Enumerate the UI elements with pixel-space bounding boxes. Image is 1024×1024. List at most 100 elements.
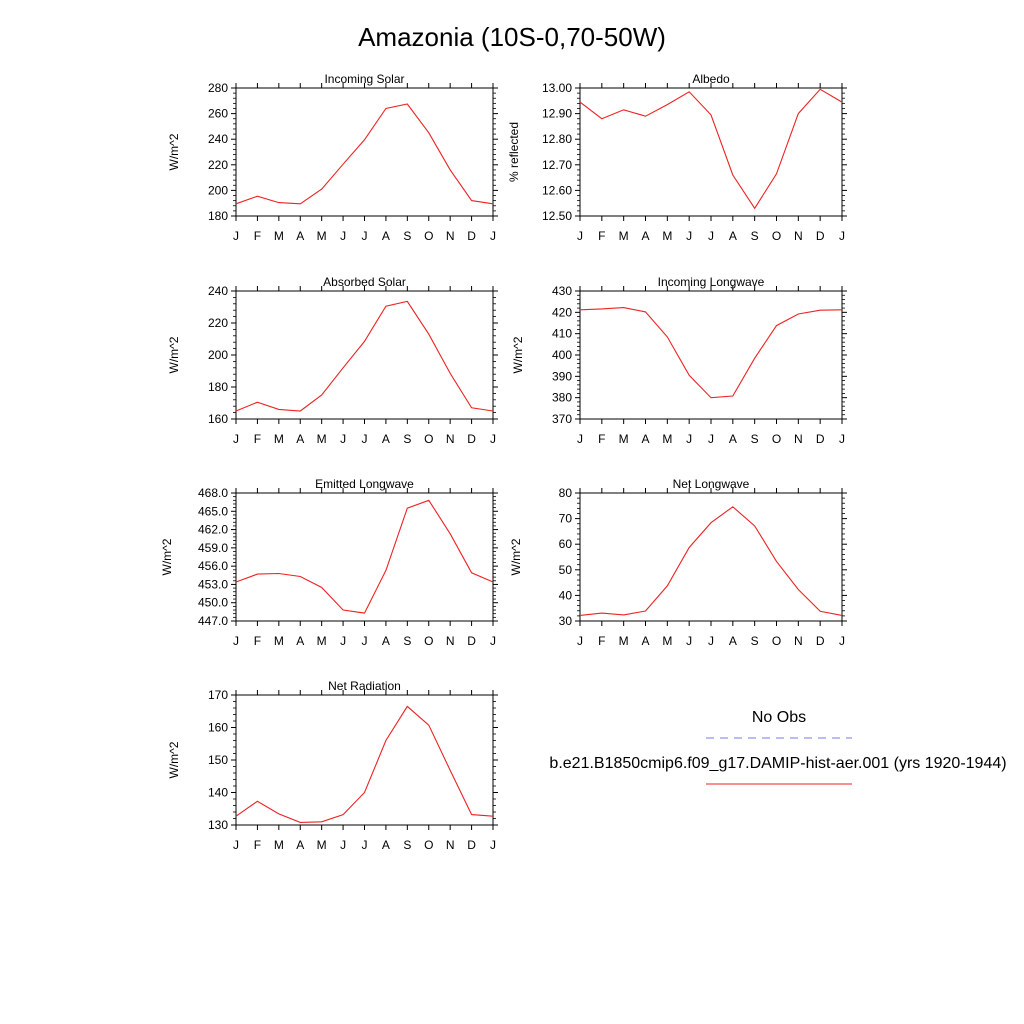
x-tick-label: F	[254, 229, 261, 243]
y-tick-label: 468.0	[198, 486, 228, 500]
x-tick-label: J	[708, 432, 714, 446]
y-tick-label: 60	[559, 537, 573, 551]
x-tick-label: S	[403, 432, 411, 446]
y-tick-label: 450.0	[198, 596, 228, 610]
y-tick-label: 400	[552, 348, 572, 362]
x-tick-label: A	[382, 838, 390, 852]
x-tick-label: J	[839, 634, 845, 648]
x-tick-label: A	[641, 229, 649, 243]
panel-title: Incoming Longwave	[658, 275, 765, 289]
y-tick-label: 30	[559, 614, 573, 628]
x-tick-label: M	[274, 634, 284, 648]
legend-label-model: b.e21.B1850cmip6.f09_g17.DAMIP-hist-aer.…	[549, 755, 1006, 772]
y-axis-title: % reflected	[507, 122, 521, 182]
y-tick-label: 160	[208, 412, 228, 426]
x-tick-label: N	[446, 838, 455, 852]
y-tick-label: 13.00	[542, 81, 572, 95]
panel-title: Incoming Solar	[324, 72, 404, 86]
x-tick-label: A	[382, 634, 390, 648]
x-tick-label: J	[577, 634, 583, 648]
y-tick-label: 462.0	[198, 523, 228, 537]
x-tick-label: J	[839, 432, 845, 446]
x-tick-label: J	[340, 634, 346, 648]
x-tick-label: J	[362, 634, 368, 648]
x-tick-label: A	[296, 432, 304, 446]
x-tick-label: N	[446, 229, 455, 243]
x-tick-label: S	[403, 634, 411, 648]
x-tick-label: A	[729, 229, 737, 243]
y-tick-label: 12.60	[542, 183, 572, 197]
y-tick-label: 456.0	[198, 559, 228, 573]
series-line	[579, 307, 843, 399]
y-tick-label: 80	[559, 486, 573, 500]
x-tick-label: O	[424, 432, 433, 446]
series-line	[579, 88, 843, 210]
x-tick-label: D	[467, 229, 476, 243]
x-tick-label: J	[490, 838, 496, 852]
x-tick-label: S	[751, 634, 759, 648]
x-tick-label: J	[686, 634, 692, 648]
x-tick-label: D	[816, 634, 825, 648]
x-tick-label: F	[254, 634, 261, 648]
y-tick-label: 12.70	[542, 158, 572, 172]
x-tick-label: S	[751, 432, 759, 446]
plot-frame	[579, 290, 843, 420]
x-tick-label: J	[490, 432, 496, 446]
series-line	[235, 499, 494, 614]
y-tick-label: 430	[552, 284, 572, 298]
y-tick-label: 453.0	[198, 577, 228, 591]
plot-frame	[235, 87, 494, 217]
x-tick-label: J	[839, 229, 845, 243]
y-axis-title: W/m^2	[509, 538, 523, 575]
legend-label-no-obs: No Obs	[752, 709, 806, 726]
x-tick-label: O	[772, 634, 781, 648]
plot-frame	[235, 492, 494, 622]
y-tick-label: 465.0	[198, 504, 228, 518]
x-tick-label: D	[816, 229, 825, 243]
legend: No Obs b.e21.B1850cmip6.f09_g17.DAMIP-hi…	[549, 709, 1007, 785]
x-tick-label: J	[708, 229, 714, 243]
plot-frame	[579, 492, 843, 622]
x-tick-label: A	[729, 432, 737, 446]
x-tick-label: M	[274, 838, 284, 852]
x-tick-label: D	[467, 838, 476, 852]
x-tick-label: F	[598, 229, 605, 243]
x-tick-label: D	[816, 432, 825, 446]
x-tick-label: A	[296, 229, 304, 243]
x-tick-label: N	[446, 432, 455, 446]
series-line	[235, 705, 494, 823]
x-tick-label: A	[641, 634, 649, 648]
x-tick-label: F	[598, 634, 605, 648]
x-tick-label: M	[317, 432, 327, 446]
x-tick-label: N	[794, 229, 803, 243]
y-axis-title: W/m^2	[167, 133, 181, 170]
x-tick-label: J	[708, 634, 714, 648]
x-tick-label: N	[794, 634, 803, 648]
x-tick-label: J	[686, 432, 692, 446]
x-tick-label: N	[446, 634, 455, 648]
plot-frame	[235, 290, 494, 420]
x-tick-label: J	[362, 838, 368, 852]
panel-emitted-longwave: Emitted Longwave 447.0 450.0 453.0 456.0 459.…	[160, 477, 498, 648]
x-tick-label: M	[619, 634, 629, 648]
x-tick-label: J	[577, 229, 583, 243]
x-tick-label: J	[340, 432, 346, 446]
panel-incoming-longwave: Incoming Longwave 370 380 390 400 410 420 430 J F…	[511, 275, 847, 446]
plot-frame	[235, 694, 494, 826]
x-tick-label: O	[772, 229, 781, 243]
x-tick-label: J	[686, 229, 692, 243]
y-tick-label: 140	[208, 786, 228, 800]
y-tick-label: 410	[552, 327, 572, 341]
y-tick-label: 390	[552, 369, 572, 383]
y-tick-label: 240	[208, 284, 228, 298]
x-tick-label: J	[340, 229, 346, 243]
x-tick-label: A	[729, 634, 737, 648]
x-tick-label: J	[233, 838, 239, 852]
x-tick-label: O	[424, 838, 433, 852]
y-tick-label: 370	[552, 412, 572, 426]
